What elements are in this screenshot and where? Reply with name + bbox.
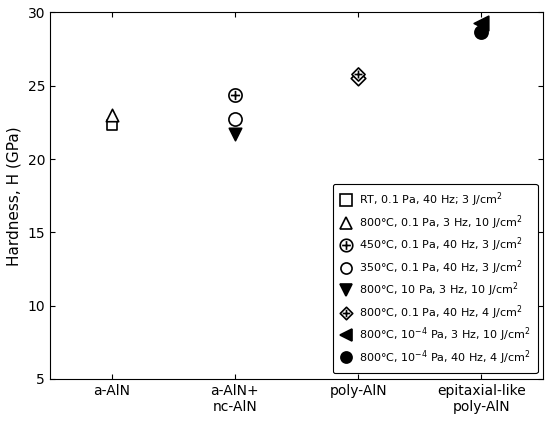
Point bbox=[477, 28, 486, 35]
Point bbox=[354, 75, 362, 82]
Legend: RT, 0.1 Pa, 40 Hz; 3 J/cm$^2$, 800°C, 0.1 Pa, 3 Hz, 10 J/cm$^2$, 450°C, 0.1 Pa, : RT, 0.1 Pa, 40 Hz; 3 J/cm$^2$, 800°C, 0.… bbox=[333, 184, 537, 373]
Point bbox=[107, 112, 116, 118]
Y-axis label: Hardness, H (GPa): Hardness, H (GPa) bbox=[7, 126, 22, 266]
Point bbox=[354, 71, 362, 77]
Point bbox=[230, 116, 239, 123]
Point bbox=[107, 122, 116, 129]
Point bbox=[230, 131, 239, 138]
Point bbox=[230, 91, 239, 98]
Point bbox=[477, 19, 486, 26]
